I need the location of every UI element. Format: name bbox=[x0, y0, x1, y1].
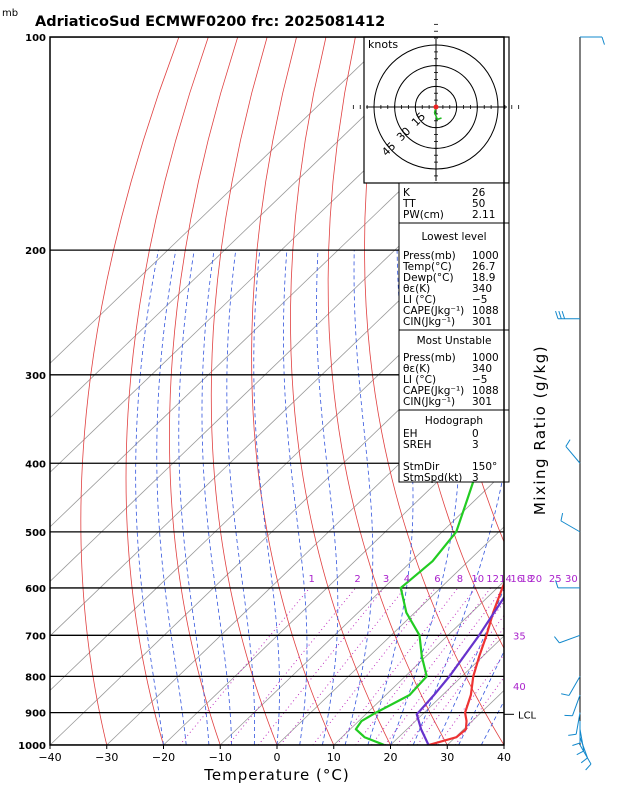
index-label: SREH bbox=[403, 439, 432, 451]
pressure-tick-label: 400 bbox=[25, 459, 46, 470]
temperature-tick-label: −20 bbox=[152, 751, 175, 764]
temperature-tick-label: 30 bbox=[440, 751, 454, 764]
lcl-label: LCL bbox=[518, 710, 537, 721]
temperature-tick-label: −10 bbox=[209, 751, 232, 764]
y-axis-label: Mixing Ratio (g/kg) bbox=[531, 345, 549, 515]
pressure-tick-label: 300 bbox=[25, 371, 46, 382]
index-label: PW(cm) bbox=[403, 209, 444, 221]
mixing-ratio-label: 10 bbox=[471, 574, 484, 585]
hodograph-heading: Hodograph bbox=[425, 415, 483, 427]
mixing-ratio-label: 4 bbox=[404, 574, 410, 585]
temperature-tick-label: 0 bbox=[274, 751, 281, 764]
mixing-ratio-label: 8 bbox=[457, 574, 463, 585]
pressure-tick-label: 200 bbox=[25, 246, 46, 257]
chart-title: AdriaticoSud ECMWF0200 frc: 2025081412 bbox=[35, 14, 385, 30]
mixing-ratio-label: 3 bbox=[383, 574, 389, 585]
temperature-tick-label: −40 bbox=[38, 751, 61, 764]
pressure-tick-label: 100 bbox=[25, 33, 46, 44]
pressure-tick-label: 900 bbox=[25, 709, 46, 720]
mixing-ratio-label: 1 bbox=[308, 574, 314, 585]
isotherm-label: 35 bbox=[513, 631, 526, 642]
index-value: 301 bbox=[472, 316, 492, 328]
mixing-ratio-label: 12 bbox=[486, 574, 499, 585]
lowest-level-heading: Lowest level bbox=[421, 231, 486, 243]
pressure-tick-label: 500 bbox=[25, 528, 46, 539]
index-label: CIN(Jkg⁻¹) bbox=[403, 316, 455, 328]
most-unstable-heading: Most Unstable bbox=[417, 335, 492, 347]
pressure-unit-label: mb bbox=[2, 8, 18, 19]
temperature-tick-label: 40 bbox=[497, 751, 511, 764]
hodograph-units-label: knots bbox=[368, 38, 398, 51]
index-value: 301 bbox=[472, 396, 492, 408]
index-label: StmSpd(kt) bbox=[403, 472, 462, 484]
mixing-ratio-label: 30 bbox=[565, 574, 578, 585]
pressure-tick-label: 700 bbox=[25, 631, 46, 642]
temperature-tick-label: 20 bbox=[384, 751, 398, 764]
mixing-ratio-label: 6 bbox=[434, 574, 440, 585]
index-label: CIN(Jkg⁻¹) bbox=[403, 396, 455, 408]
pressure-tick-label: 800 bbox=[25, 672, 46, 683]
index-value: 3 bbox=[472, 472, 479, 484]
index-value: 2.11 bbox=[472, 209, 495, 221]
temperature-tick-label: −30 bbox=[95, 751, 118, 764]
pressure-tick-label: 600 bbox=[25, 584, 46, 595]
hodograph-storm-dot bbox=[434, 105, 439, 110]
mixing-ratio-label: 2 bbox=[354, 574, 360, 585]
index-value: 3 bbox=[472, 439, 479, 451]
mixing-ratio-label: 25 bbox=[549, 574, 562, 585]
isotherm-label: 40 bbox=[513, 682, 526, 693]
x-axis-label: Temperature (°C) bbox=[203, 766, 349, 784]
temperature-tick-label: 10 bbox=[327, 751, 341, 764]
mixing-ratio-label: 20 bbox=[529, 574, 542, 585]
